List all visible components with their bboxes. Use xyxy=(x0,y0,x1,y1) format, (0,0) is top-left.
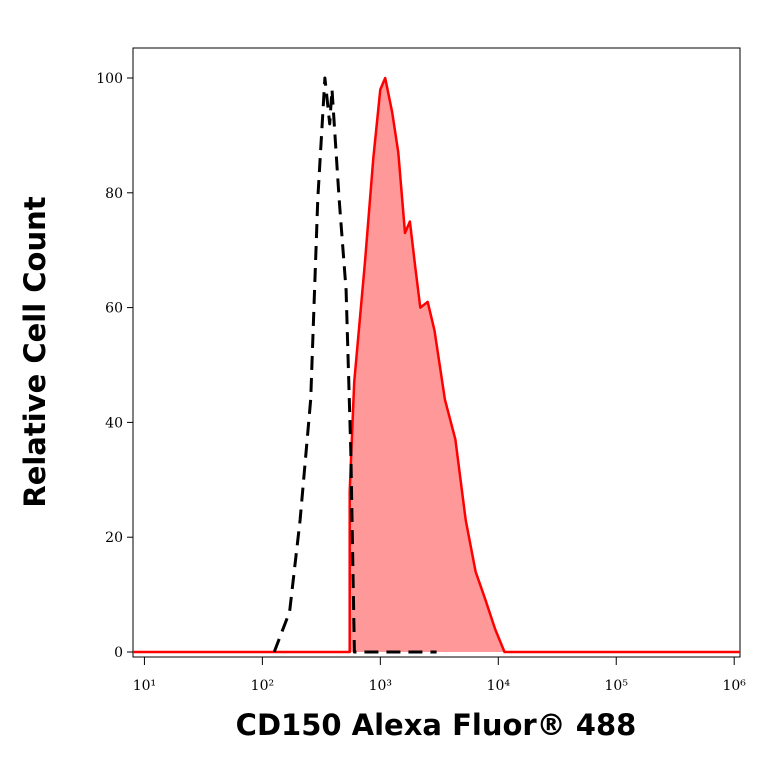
x-tick-label: 10⁶ xyxy=(722,678,746,694)
y-tick-label: 20 xyxy=(105,530,123,546)
y-tick-label: 60 xyxy=(105,301,123,317)
y-axis-label: Relative Cell Count xyxy=(18,196,52,507)
y-tick-label: 100 xyxy=(96,71,123,87)
y-tick-label: 0 xyxy=(114,645,123,661)
x-tick-label: 10⁴ xyxy=(487,678,511,694)
histogram-area xyxy=(133,76,740,654)
histogram-line xyxy=(272,76,437,654)
plot-frame xyxy=(132,47,741,658)
x-tick-label: 10³ xyxy=(369,678,392,694)
y-tick-label: 80 xyxy=(105,186,123,202)
x-tick-label: 10¹ xyxy=(133,678,156,694)
x-tick-label: 10⁵ xyxy=(605,678,629,694)
x-axis-label: CD150 Alexa Fluor® 488 xyxy=(236,708,637,742)
y-tick-label: 40 xyxy=(105,415,123,431)
x-tick-label: 10² xyxy=(251,678,274,694)
